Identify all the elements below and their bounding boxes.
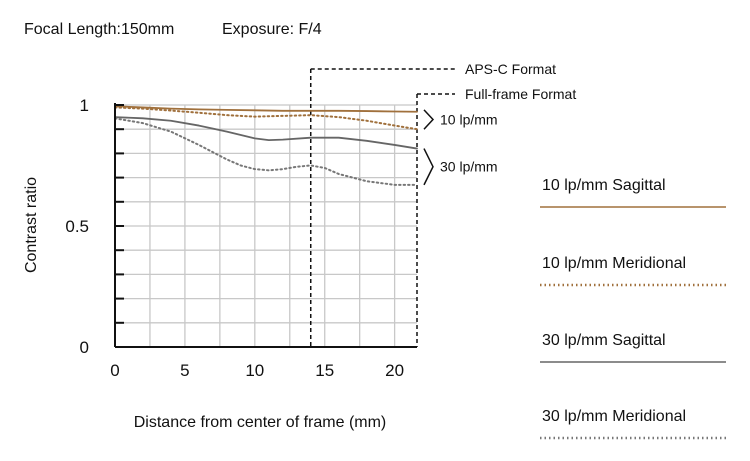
y-axis-label: Contrast ratio <box>23 177 40 273</box>
full-frame-marker: Full-frame Format <box>416 86 576 347</box>
legend-item-1: 10 lp/mm Sagittal <box>540 177 726 208</box>
series-line-1 <box>114 105 418 113</box>
x-tick-label: 10 <box>245 361 264 380</box>
legend-label: 10 lp/mm Meridional <box>542 255 686 272</box>
series-line-2 <box>114 106 418 131</box>
y-tick-label: 1 <box>80 96 89 115</box>
bracket-2: 30 lp/mm <box>423 148 498 186</box>
bracket-label: 10 lp/mm <box>440 112 498 128</box>
series-lines <box>114 105 418 186</box>
legend-item-4: 30 lp/mm Meridional <box>540 408 726 440</box>
series-line-4 <box>114 117 418 186</box>
header-focal-length: Focal Length:150mm <box>24 21 174 38</box>
x-tick-label: 20 <box>385 361 404 380</box>
legend-label: 30 lp/mm Meridional <box>542 408 686 425</box>
bracket-label: 30 lp/mm <box>440 159 498 175</box>
format-markers: APS-C Format Full-frame Format <box>309 61 576 347</box>
bracket-annotations: 10 lp/mm 30 lp/mm <box>423 109 498 186</box>
x-tick-label: 0 <box>110 361 119 380</box>
x-tick-label: 15 <box>315 361 334 380</box>
legend-item-3: 30 lp/mm Sagittal <box>540 332 726 363</box>
bracket-1: 10 lp/mm <box>423 109 498 130</box>
legend: 10 lp/mm Sagittal 10 lp/mm Meridional 30 l… <box>540 177 726 440</box>
bracket-shape <box>423 109 435 130</box>
bracket-shape <box>423 148 434 186</box>
aps-c-marker: APS-C Format <box>309 61 556 347</box>
x-tick-label: 5 <box>180 361 189 380</box>
legend-label: 30 lp/mm Sagittal <box>542 332 666 349</box>
x-axis-label: Distance from center of frame (mm) <box>134 414 387 431</box>
header-exposure: Exposure: F/4 <box>222 21 322 38</box>
format-marker-label: Full-frame Format <box>465 86 576 102</box>
legend-label: 10 lp/mm Sagittal <box>542 177 666 194</box>
y-tick-label: 0 <box>80 338 89 357</box>
legend-item-2: 10 lp/mm Meridional <box>540 255 726 287</box>
axes: 0 5 10 15 20 1 0.5 0 <box>65 96 417 380</box>
format-marker-label: APS-C Format <box>465 61 556 77</box>
y-tick-label: 0.5 <box>65 217 89 236</box>
series-line-3 <box>114 116 418 150</box>
